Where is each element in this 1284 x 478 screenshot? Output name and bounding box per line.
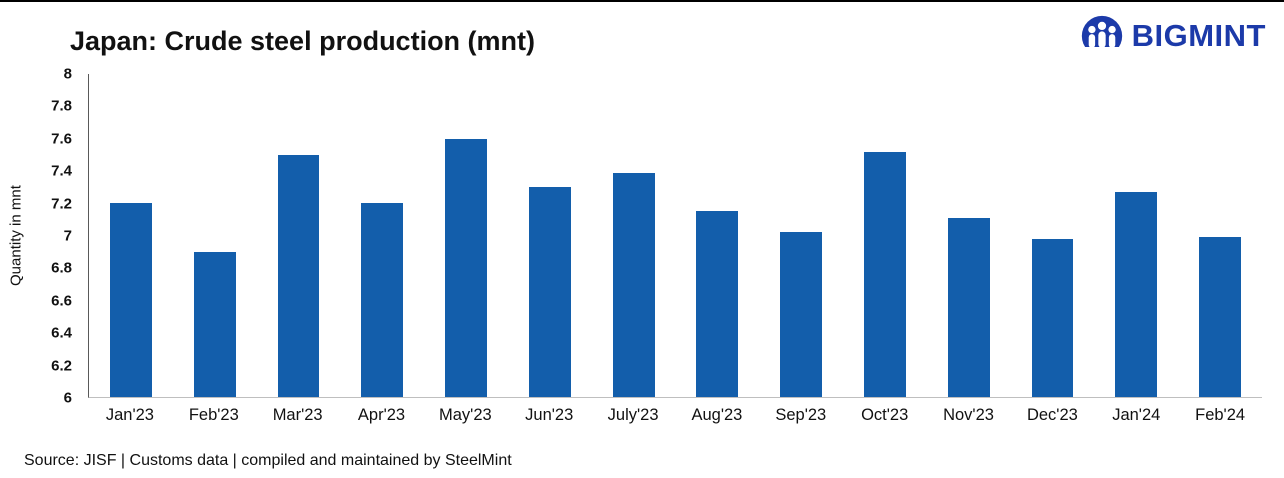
x-tick-label: Feb'23 [188,406,239,424]
bar [277,154,320,397]
bar-slot [173,74,257,397]
bigmint-logo-text: BIGMINT [1131,18,1266,53]
bar-slot [1094,74,1178,397]
bar [528,187,571,397]
x-tick-label: Jan'23 [105,406,154,424]
bar-slot [89,74,173,397]
chart-title: Japan: Crude steel production (mnt) [70,26,536,56]
bar-slot [843,74,927,397]
x-tick-label: Nov'23 [943,406,994,424]
x-tick-label: July'23 [607,406,659,424]
bar [193,251,236,397]
x-tick-label: Mar'23 [272,406,323,424]
y-tick-label: 7.6 [51,130,72,148]
y-tick-label: 6.2 [51,357,72,375]
bigmint-logo-icon [1081,15,1122,58]
bar [947,217,990,397]
x-tick-label: Oct'23 [861,406,909,424]
x-tick-label: Sep'23 [775,406,827,424]
bar-slot [257,74,341,397]
source-note: Source: JISF | Customs data | compiled a… [24,452,512,469]
bar-slot [1011,74,1095,397]
bar-slot [759,74,843,397]
y-tick-label: 7.4 [51,162,72,180]
y-tick-label: 8 [63,65,72,83]
x-tick-label: Jan'24 [1112,406,1161,424]
bar-slot [508,74,592,397]
bar-slot [675,74,759,397]
x-tick-label: Apr'23 [357,406,406,424]
bar-slot [340,74,424,397]
bar [612,172,655,397]
bigmint-logo: BIGMINT [1080,14,1266,58]
y-tick-label: 7 [63,227,72,245]
plot-area [88,74,1262,398]
y-axis-title: Quantity in mnt [7,185,25,287]
y-tick-label: 6.8 [51,259,72,277]
x-tick-label: Dec'23 [1026,406,1078,424]
bar-slot [424,74,508,397]
x-tick-label: Aug'23 [691,406,743,424]
bar-slot [592,74,676,397]
y-axis-ticks: 8 7.8 7.6 7.4 7.2 7 6.8 6.6 6.4 6.2 6 [34,66,80,407]
bar [109,203,152,397]
bar [1199,237,1241,397]
bar [361,203,404,397]
y-tick-label: 6 [63,389,72,407]
bar [863,151,906,397]
bar [1115,191,1158,397]
y-tick-label: 6.6 [51,292,72,310]
bar [445,138,487,397]
bar [780,232,823,397]
bar-slot [927,74,1011,397]
x-tick-label: May'23 [439,406,492,424]
y-tick-label: 7.8 [51,97,72,115]
x-tick-label: Feb'24 [1195,406,1246,424]
bar [696,211,739,397]
bar [1031,238,1074,397]
x-tick-label: Jun'23 [525,406,574,424]
bar-slot [1178,74,1262,397]
y-tick-label: 6.4 [51,324,72,342]
y-tick-label: 7.2 [51,195,72,213]
x-axis-labels: Jan'23 Feb'23 Mar'23 Apr'23 May'23 Jun'23 July… [88,406,1262,425]
